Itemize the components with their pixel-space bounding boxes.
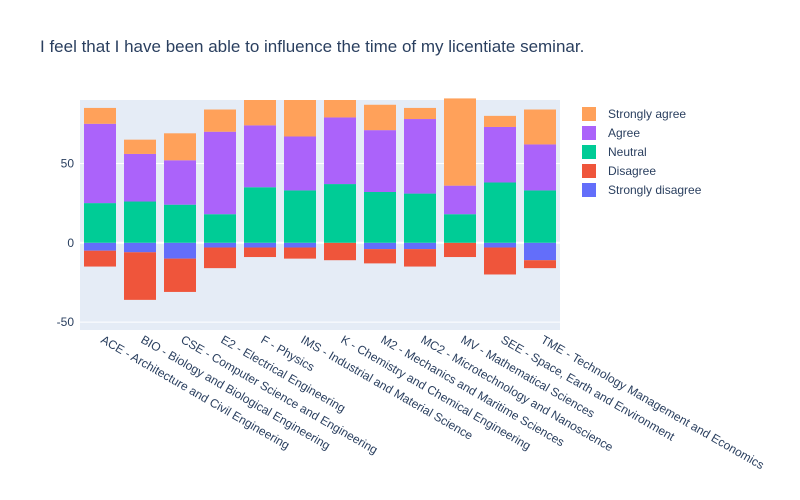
legend-swatch — [582, 126, 596, 140]
bar-segment[interactable] — [444, 98, 476, 186]
bar-segment[interactable] — [164, 242, 196, 259]
bar-segment[interactable] — [484, 242, 516, 248]
bar-segment[interactable] — [524, 260, 556, 269]
bar-segment[interactable] — [164, 160, 196, 205]
y-tick-label: 50 — [61, 156, 75, 170]
legend-label: Strongly agree — [608, 107, 686, 121]
bar-segment[interactable] — [164, 204, 196, 243]
legend-item[interactable]: Strongly agree — [582, 107, 686, 121]
bar-segment[interactable] — [524, 242, 556, 261]
bar-segment[interactable] — [364, 192, 396, 243]
bar-segment[interactable] — [124, 252, 156, 300]
bar-segment[interactable] — [484, 182, 516, 243]
bar-segment[interactable] — [204, 247, 236, 269]
bar-segment[interactable] — [84, 107, 116, 124]
legend-item[interactable]: Neutral — [582, 145, 647, 159]
bar-segment[interactable] — [84, 250, 116, 267]
bar-segment[interactable] — [484, 247, 516, 275]
bar-segment[interactable] — [204, 242, 236, 248]
bar-segment[interactable] — [244, 187, 276, 243]
bar-segment[interactable] — [244, 242, 276, 248]
legend-label: Strongly disagree — [608, 183, 702, 197]
bar-segment[interactable] — [84, 123, 116, 204]
bar-segment[interactable] — [284, 247, 316, 259]
bar-segment[interactable] — [484, 126, 516, 183]
legend[interactable]: Strongly agree Agree Neutral Disagree Strong… — [582, 107, 702, 197]
y-tick-label: 0 — [67, 236, 74, 250]
bar-segment[interactable] — [284, 190, 316, 243]
bar-segment[interactable] — [124, 139, 156, 154]
bar-segment[interactable] — [324, 242, 356, 261]
bar-segment[interactable] — [244, 247, 276, 258]
bar-segment[interactable] — [404, 193, 436, 243]
bar-segment[interactable] — [284, 100, 316, 137]
chart-title: I feel that I have been able to influenc… — [40, 37, 584, 56]
bar-segment[interactable] — [284, 136, 316, 191]
bar-segment[interactable] — [124, 201, 156, 243]
bar-segment[interactable] — [524, 190, 556, 243]
legend-label: Disagree — [608, 164, 656, 178]
bar-segment[interactable] — [404, 249, 436, 267]
grid-lines — [80, 162, 560, 323]
bar-segment[interactable] — [364, 249, 396, 264]
bar-segment[interactable] — [364, 242, 396, 250]
bar-segment[interactable] — [204, 109, 236, 132]
legend-item[interactable]: Strongly disagree — [582, 183, 702, 197]
bar-segment[interactable] — [364, 104, 396, 131]
bar-segment[interactable] — [404, 242, 436, 250]
bar-segment[interactable] — [404, 119, 436, 194]
bar-segment[interactable] — [324, 117, 356, 185]
legend-item[interactable]: Disagree — [582, 164, 656, 178]
bar-segment[interactable] — [84, 242, 116, 251]
bar-segment[interactable] — [404, 107, 436, 120]
x-axis: ACE - Architecture and Civil Engineering… — [99, 332, 767, 472]
legend-swatch — [582, 107, 596, 121]
bar-segment[interactable] — [324, 184, 356, 243]
bar-segment[interactable] — [444, 185, 476, 215]
bar-segment[interactable] — [484, 115, 516, 127]
bar-segment[interactable] — [164, 133, 196, 161]
bar-segment[interactable] — [444, 214, 476, 243]
bar-segment[interactable] — [284, 242, 316, 248]
bar-segment[interactable] — [524, 144, 556, 191]
bar-segment[interactable] — [124, 153, 156, 202]
bars — [84, 98, 556, 300]
legend-swatch — [582, 183, 596, 197]
bar-segment[interactable] — [244, 100, 276, 126]
bar-segment[interactable] — [84, 203, 116, 243]
legend-swatch — [582, 164, 596, 178]
bar-segment[interactable] — [524, 109, 556, 145]
bar-segment[interactable] — [164, 258, 196, 292]
bar-segment[interactable] — [324, 100, 356, 118]
y-tick-label: -50 — [57, 315, 75, 329]
plot-background — [80, 100, 560, 330]
bar-segment[interactable] — [244, 125, 276, 188]
legend-item[interactable]: Agree — [582, 126, 640, 140]
legend-label: Agree — [608, 126, 640, 140]
bar-segment[interactable] — [444, 242, 476, 258]
bar-segment[interactable] — [204, 131, 236, 215]
legend-swatch — [582, 145, 596, 159]
legend-label: Neutral — [608, 145, 647, 159]
bar-segment[interactable] — [204, 214, 236, 243]
bar-segment[interactable] — [124, 242, 156, 253]
bar-segment[interactable] — [364, 130, 396, 192]
y-axis: -50 0 50 — [57, 156, 75, 329]
